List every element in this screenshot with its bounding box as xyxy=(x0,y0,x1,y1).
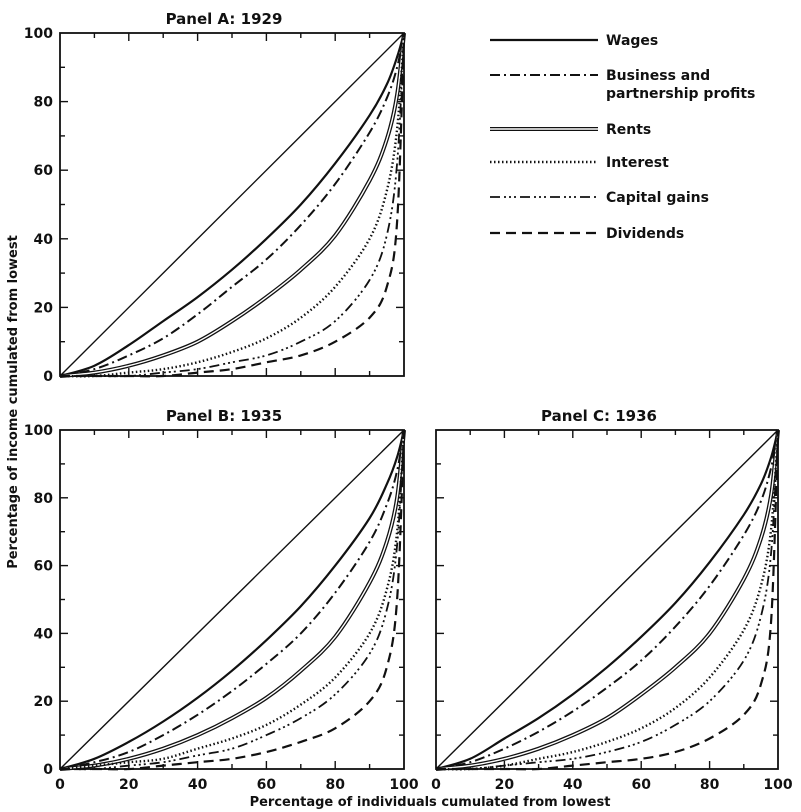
y-tick-label: 60 xyxy=(34,163,54,179)
legend-item-rents: Rents xyxy=(490,122,651,138)
legend-item-interest: Interest xyxy=(490,155,669,171)
series-line-equality xyxy=(59,32,405,377)
x-tick-label: 80 xyxy=(325,777,345,793)
series-line-rents-inner xyxy=(59,429,405,770)
x-tick-label: 20 xyxy=(119,777,139,793)
y-tick-label: 80 xyxy=(34,491,54,507)
x-tick-label: 0 xyxy=(431,777,441,793)
y-tick-label: 100 xyxy=(24,26,53,42)
legend-label: Wages xyxy=(606,33,658,49)
panel-c: Panel C: 1936 0 20 40 60 80 100 xyxy=(431,407,793,793)
legend: Wages Business and partnership profits Rent… xyxy=(490,33,755,242)
legend-label: Capital gains xyxy=(606,190,709,206)
legend-label: partnership profits xyxy=(606,86,755,102)
series-line-equality xyxy=(435,429,779,770)
panel-title: Panel B: 1935 xyxy=(166,407,282,425)
series-line-interest xyxy=(59,429,406,771)
series-line-business xyxy=(59,32,405,377)
y-tick-label: 20 xyxy=(34,694,54,710)
x-tick-label: 0 xyxy=(55,777,65,793)
series-line-dividends xyxy=(60,32,406,378)
series-line-dividends xyxy=(435,429,780,771)
legend-item-wages: Wages xyxy=(490,33,658,49)
y-tick-label: 60 xyxy=(34,559,54,575)
legend-item-dividends: Dividends xyxy=(490,226,684,242)
series-line-capital-gains xyxy=(59,429,405,771)
y-tick-label: 0 xyxy=(43,369,53,385)
series-line-wages xyxy=(59,429,406,771)
panel-a: Panel A: 1929 0 20 40 60 80 100 xyxy=(24,10,406,385)
series-line-interest xyxy=(59,32,406,378)
legend-label: Dividends xyxy=(606,226,684,242)
y-tick-label: 80 xyxy=(34,95,54,111)
series-line-rents-inner xyxy=(59,32,405,377)
legend-label: Interest xyxy=(606,155,669,171)
legend-item-capital-gains: Capital gains xyxy=(490,190,709,206)
legend-label: Rents xyxy=(606,122,651,138)
series-line-business xyxy=(59,429,405,770)
panels: Panel A: 1929 0 20 40 60 80 100 Panel B: 1935 0 2… xyxy=(24,10,793,793)
x-tick-label: 100 xyxy=(389,777,418,793)
y-tick-label: 0 xyxy=(43,762,53,778)
y-tick-label: 100 xyxy=(24,423,53,439)
x-tick-label: 60 xyxy=(257,777,277,793)
x-tick-label: 20 xyxy=(495,777,515,793)
series-line-rents-inner xyxy=(435,429,779,770)
x-tick-label: 40 xyxy=(563,777,583,793)
y-axis-label: Percentage of income cumulated from lowe… xyxy=(6,235,21,569)
legend-item-business: Business and partnership profits xyxy=(490,68,755,102)
series-line-capital-gains xyxy=(435,429,779,771)
x-tick-label: 60 xyxy=(631,777,651,793)
series-line-wages xyxy=(435,429,780,771)
x-tick-label: 80 xyxy=(700,777,720,793)
panel-title: Panel C: 1936 xyxy=(541,407,657,425)
panel-b: Panel B: 1935 0 20 40 60 80 100 0 20 40 60 80 100 xyxy=(24,407,419,793)
y-tick-label: 20 xyxy=(34,300,54,316)
panel-title: Panel A: 1929 xyxy=(166,10,283,28)
x-tick-label: 100 xyxy=(763,777,792,793)
series-line-business xyxy=(435,429,779,770)
series-line-equality xyxy=(59,429,405,770)
x-tick-label: 40 xyxy=(188,777,208,793)
series-line-wages xyxy=(59,32,406,378)
y-tick-label: 40 xyxy=(34,626,54,642)
x-axis-label: Percentage of individuals cumulated from… xyxy=(250,795,611,810)
legend-label: Business and xyxy=(606,68,710,84)
y-tick-label: 40 xyxy=(34,232,54,248)
series-line-dividends xyxy=(59,429,406,771)
